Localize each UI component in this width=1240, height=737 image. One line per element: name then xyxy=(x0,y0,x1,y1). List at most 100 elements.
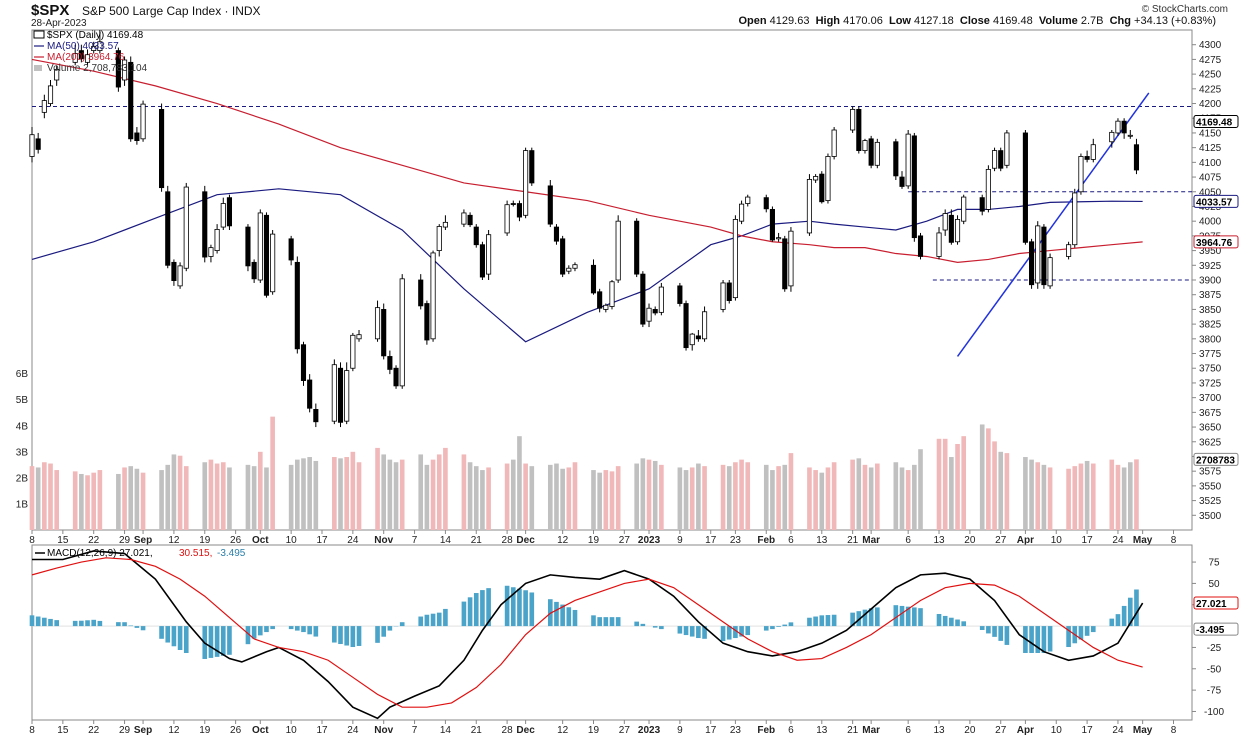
volume-bar xyxy=(91,472,97,530)
volume-y-tick-label: 1B xyxy=(16,499,29,510)
candle-body xyxy=(91,46,97,51)
volume-bar xyxy=(134,468,140,530)
price-x-tick-label: 21 xyxy=(847,535,859,546)
macd-x-tick-label: 2023 xyxy=(638,725,661,736)
volume-bar xyxy=(270,416,275,530)
macd-histogram-bar xyxy=(72,620,78,627)
volume-bar xyxy=(387,459,393,530)
candle-body xyxy=(251,261,257,280)
macd-histogram-bar xyxy=(1084,626,1090,636)
candle-body xyxy=(1115,120,1121,134)
price-x-tick-label: Apr xyxy=(1017,535,1034,546)
price-y-tick-label: 3525 xyxy=(1199,496,1222,507)
volume-bar xyxy=(634,463,639,530)
volume-bar xyxy=(591,470,596,530)
candle-body xyxy=(47,85,54,104)
volume-bar xyxy=(986,428,991,530)
macd-x-tick-label: 28 xyxy=(502,725,514,736)
candle-body xyxy=(979,197,985,212)
volume-y-tick-label: 4B xyxy=(16,421,29,432)
volume-bar xyxy=(603,470,609,530)
volume-bar xyxy=(344,457,349,530)
macd-histogram-bar xyxy=(480,590,485,627)
macd-x-tick-label: 8 xyxy=(1171,725,1177,736)
candle-body xyxy=(313,409,319,423)
candle-body xyxy=(171,261,177,281)
candle-body xyxy=(776,237,782,240)
volume-bar xyxy=(739,459,744,530)
macd-histogram-bar xyxy=(696,626,701,639)
macd-x-tick-label: Dec xyxy=(516,725,535,736)
price-y-tick-label: 3725 xyxy=(1199,378,1222,389)
volume-bar xyxy=(295,459,300,530)
price-x-tick-label: 7 xyxy=(412,535,418,546)
price-y-tick-label: 3950 xyxy=(1199,246,1222,257)
macd-histogram-bar xyxy=(473,593,479,627)
volume-bar xyxy=(35,467,41,530)
candle-body xyxy=(1022,132,1028,243)
stockcharts-credit[interactable]: © StockCharts.com xyxy=(1141,4,1228,15)
macd-histogram-bar xyxy=(615,617,621,627)
macd-histogram-bar xyxy=(85,620,90,627)
macd-histogram-bar xyxy=(733,626,738,639)
volume-bar xyxy=(85,475,90,530)
macd-x-tick-label: 12 xyxy=(168,725,180,736)
price-x-tick-label: 17 xyxy=(1082,535,1094,546)
macd-x-tick-label: 10 xyxy=(286,725,298,736)
price-x-tick-label: 28 xyxy=(502,535,514,546)
macd-histogram-bar xyxy=(782,624,788,627)
candle-body xyxy=(566,267,572,272)
price-x-tick-label: Oct xyxy=(252,535,269,546)
macd-histogram-bar xyxy=(961,621,967,627)
candle-body xyxy=(683,303,689,349)
price-x-tick-label: 20 xyxy=(964,535,976,546)
macd-histogram-bar xyxy=(288,626,294,630)
macd-legend-label: MACD(12,26,9) 27.021, xyxy=(47,548,153,559)
macd-histogram-bar xyxy=(1109,618,1115,627)
price-y-tick-label: 4125 xyxy=(1199,143,1222,154)
macd-x-tick-label: 13 xyxy=(816,725,828,736)
macd-histogram-bar xyxy=(726,626,732,640)
candle-body xyxy=(936,232,942,257)
macd-histogram-bar xyxy=(634,621,639,627)
candle-body xyxy=(819,173,825,203)
candle-body xyxy=(115,50,121,88)
macd-histogram-bar xyxy=(171,626,177,647)
volume-bar xyxy=(1121,467,1127,530)
ma50-legend: MA(50) 4033.57 xyxy=(47,41,119,52)
macd-histogram-bar xyxy=(79,620,84,627)
ticker-symbol[interactable]: $SPX xyxy=(31,2,70,19)
volume-bar xyxy=(529,466,535,530)
macd-histogram-bar xyxy=(251,626,257,639)
price-y-tick-label: 4050 xyxy=(1199,187,1222,198)
price-y-tick-label: 4200 xyxy=(1199,99,1222,110)
candle-body xyxy=(985,169,991,210)
candle-body xyxy=(140,103,146,140)
macd-histogram-bar xyxy=(356,626,362,646)
volume-bar xyxy=(1072,466,1078,530)
macd-histogram-bar xyxy=(313,626,319,637)
price-x-tick-label: 17 xyxy=(705,535,717,546)
macd-histogram-bar xyxy=(177,626,183,650)
volume-bar xyxy=(782,464,788,530)
macd-x-tick-label: Sep xyxy=(134,725,152,736)
high-label: High xyxy=(815,15,841,27)
volume-bar xyxy=(227,467,232,530)
candle-body xyxy=(208,247,214,257)
volume-bar xyxy=(1134,459,1139,530)
candle-body xyxy=(177,265,183,287)
candle-body xyxy=(560,238,566,275)
price-panel: 3500352535503575360036253650367537003725… xyxy=(16,29,1239,546)
candle-body xyxy=(159,109,165,189)
macd-histogram-bar xyxy=(949,617,954,627)
macd-x-tick-label: 17 xyxy=(316,725,328,736)
price-y-tick-label: 4100 xyxy=(1199,158,1222,169)
candle-body xyxy=(961,196,967,222)
macd-histogram-bar xyxy=(1078,626,1084,640)
price-x-tick-label: 27 xyxy=(995,535,1007,546)
macd-histogram-bar xyxy=(868,608,874,627)
volume-bar xyxy=(97,470,103,530)
candle-body xyxy=(479,244,485,278)
macd-histogram-bar xyxy=(912,607,917,627)
macd-histogram-bar xyxy=(1090,626,1096,633)
